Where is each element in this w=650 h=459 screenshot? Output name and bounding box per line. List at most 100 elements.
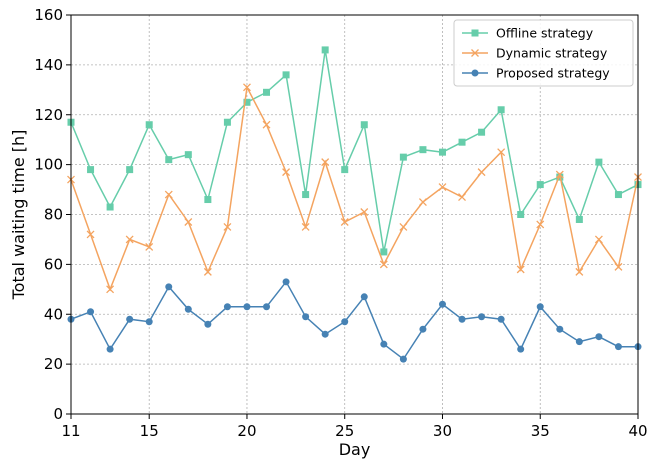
y-tick-label: 60 — [44, 255, 63, 273]
data-point-dynamic-strategy — [86, 230, 95, 239]
data-point-offline-strategy — [302, 191, 310, 199]
data-point-dynamic-strategy — [243, 83, 251, 92]
data-point-offline-strategy — [126, 166, 134, 174]
x-tick-label: 20 — [237, 422, 256, 440]
data-point-proposed-strategy — [360, 293, 368, 301]
data-point-proposed-strategy — [126, 315, 134, 323]
data-point-offline-strategy — [478, 128, 486, 136]
x-tick-label: 35 — [531, 422, 550, 440]
data-point-proposed-strategy — [438, 300, 446, 308]
data-point-proposed-strategy — [87, 308, 95, 316]
y-tick-label: 100 — [34, 156, 63, 174]
data-point-proposed-strategy — [399, 355, 407, 363]
data-point-dynamic-strategy — [379, 260, 388, 269]
data-point-dynamic-strategy — [340, 218, 349, 226]
data-point-offline-strategy — [536, 181, 544, 189]
data-point-offline-strategy — [360, 121, 368, 129]
data-point-offline-strategy — [497, 106, 505, 114]
data-point-proposed-strategy — [517, 345, 525, 353]
data-point-proposed-strategy — [106, 345, 114, 353]
series-offline-strategy — [67, 46, 642, 256]
data-point-dynamic-strategy — [301, 223, 310, 231]
data-point-dynamic-strategy — [360, 208, 369, 216]
data-point-proposed-strategy — [282, 278, 290, 286]
legend-label-proposed-strategy: Proposed strategy — [496, 66, 610, 81]
x-tick-label: 25 — [335, 422, 354, 440]
data-point-offline-strategy — [243, 98, 251, 106]
data-point-dynamic-strategy — [321, 158, 330, 167]
data-point-proposed-strategy — [165, 283, 173, 291]
data-point-offline-strategy — [145, 121, 153, 129]
data-point-dynamic-strategy — [594, 235, 603, 244]
legend-marker-proposed-strategy — [471, 69, 479, 77]
ticks: 11 15 20 25 30 35 40 0 20 40 60 80 100 120 140 160 — [34, 6, 647, 440]
data-point-dynamic-strategy — [555, 170, 564, 179]
data-point-proposed-strategy — [458, 315, 466, 323]
series-line-dynamic-strategy — [70, 84, 639, 292]
data-point-dynamic-strategy — [477, 168, 486, 177]
series-layer — [67, 46, 642, 363]
data-point-offline-strategy — [87, 166, 95, 174]
y-tick-label: 40 — [44, 305, 63, 323]
data-point-offline-strategy — [321, 46, 329, 54]
x-tick-label: 11 — [61, 422, 80, 440]
data-point-proposed-strategy — [419, 325, 427, 333]
data-point-dynamic-strategy — [282, 168, 291, 177]
data-point-offline-strategy — [595, 158, 603, 166]
data-point-offline-strategy — [614, 191, 622, 199]
data-point-proposed-strategy — [145, 318, 153, 326]
y-tick-label: 140 — [34, 56, 63, 74]
data-point-proposed-strategy — [341, 318, 349, 326]
data-point-offline-strategy — [517, 211, 525, 218]
data-point-dynamic-strategy — [536, 220, 545, 229]
y-axis-title: Total waiting time [h] — [9, 130, 28, 301]
data-point-dynamic-strategy — [262, 120, 271, 129]
data-point-offline-strategy — [341, 166, 349, 174]
data-point-proposed-strategy — [595, 333, 603, 341]
data-point-proposed-strategy — [556, 325, 564, 333]
data-point-dynamic-strategy — [164, 190, 173, 199]
series-line-proposed-strategy — [70, 280, 638, 361]
data-point-offline-strategy — [204, 196, 212, 204]
data-point-offline-strategy — [575, 215, 583, 223]
x-tick-label: 40 — [628, 422, 647, 440]
data-point-offline-strategy — [380, 248, 388, 256]
legend-label-offline-strategy: Offline strategy — [496, 26, 594, 41]
data-point-proposed-strategy — [204, 320, 212, 328]
data-point-dynamic-strategy — [575, 267, 584, 276]
data-point-proposed-strategy — [184, 305, 192, 313]
data-point-dynamic-strategy — [184, 218, 193, 226]
legend-marker-dynamic-strategy — [471, 49, 479, 57]
data-point-dynamic-strategy — [516, 265, 525, 274]
legend-box — [453, 19, 634, 87]
data-point-dynamic-strategy — [125, 235, 134, 244]
data-point-proposed-strategy — [497, 315, 505, 323]
data-point-offline-strategy — [184, 151, 192, 159]
data-point-dynamic-strategy — [497, 148, 506, 157]
data-point-offline-strategy — [458, 138, 466, 146]
data-point-proposed-strategy — [614, 343, 622, 351]
data-point-proposed-strategy — [380, 340, 388, 348]
data-point-proposed-strategy — [575, 338, 583, 346]
data-point-dynamic-strategy — [223, 223, 232, 231]
data-point-offline-strategy — [263, 88, 271, 96]
data-point-proposed-strategy — [536, 303, 544, 311]
legend-marker-offline-strategy — [471, 29, 479, 37]
y-tick-label: 120 — [34, 106, 63, 124]
data-point-proposed-strategy — [263, 303, 271, 311]
data-point-offline-strategy — [165, 156, 173, 164]
data-point-offline-strategy — [419, 146, 427, 154]
y-tick-label: 80 — [44, 206, 63, 224]
data-point-offline-strategy — [399, 153, 407, 161]
y-tick-label: 160 — [34, 6, 63, 24]
data-point-offline-strategy — [106, 203, 114, 211]
x-axis-title: Day — [339, 440, 371, 459]
series-proposed-strategy — [67, 278, 642, 363]
data-point-dynamic-strategy — [399, 223, 408, 231]
y-tick-label: 0 — [53, 405, 63, 423]
data-point-dynamic-strategy — [145, 242, 154, 251]
data-point-dynamic-strategy — [203, 267, 212, 276]
data-point-offline-strategy — [223, 118, 231, 126]
legend-label-dynamic-strategy: Dynamic strategy — [496, 46, 608, 61]
